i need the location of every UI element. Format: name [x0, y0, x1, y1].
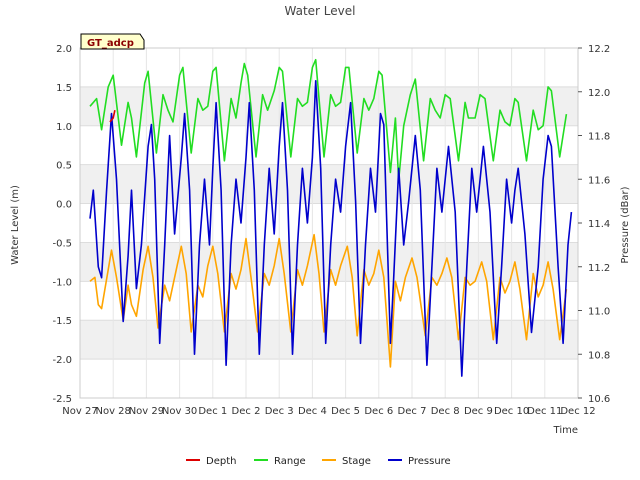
x-tick-label: Dec 8	[431, 406, 460, 417]
left-axis-ticks: 2.0 1.5 1.0 0.5 0.0 -0.5 -1.0 -1.5 -2.0 -2.5	[52, 44, 72, 405]
legend-label-pressure: Pressure	[408, 456, 451, 467]
series-line-depth	[109, 110, 116, 123]
background-band	[80, 164, 578, 204]
x-tick-label: Dec 10	[494, 406, 529, 417]
annotation-box: GT_adcp	[80, 33, 145, 50]
x-tick-label: Nov 28	[95, 406, 130, 417]
legend-label-stage: Stage	[342, 456, 371, 467]
right-tick-label: 12.0	[588, 88, 610, 99]
x-tick-label: Dec 12	[560, 406, 595, 417]
series-layer	[89, 58, 573, 377]
left-tick-label: -2.5	[52, 394, 72, 405]
x-tick-label: Dec 2	[232, 406, 261, 417]
chart-title: Water Level	[285, 4, 356, 18]
left-tick-label: 1.5	[56, 83, 72, 94]
x-tick-label: Nov 27	[62, 406, 97, 417]
right-tick-label: 11.4	[588, 219, 610, 230]
annotation-label: GT_adcp	[87, 38, 134, 49]
background-band	[80, 320, 578, 360]
x-axis-title: Time	[553, 425, 578, 436]
x-tick-label: Dec 4	[298, 406, 327, 417]
right-axis-ticks: 12.2 12.0 11.8 11.6 11.4 11.2 11.0 10.8 10.6	[578, 44, 610, 405]
left-tick-label: -2.0	[52, 355, 72, 366]
series-line-range	[89, 58, 568, 181]
right-tick-label: 11.0	[588, 307, 610, 318]
left-tick-label: 0.0	[56, 200, 72, 211]
annotation-box-shape	[80, 33, 145, 50]
legend-label-range: Range	[274, 456, 306, 467]
legend-label-depth: Depth	[206, 456, 236, 467]
x-tick-label: Dec 6	[364, 406, 393, 417]
right-tick-label: 12.2	[588, 44, 610, 55]
series-line-pressure	[89, 80, 573, 377]
x-tick-label: Dec 9	[464, 406, 493, 417]
right-tick-label: 11.2	[588, 263, 610, 274]
x-tick-label: Dec 3	[265, 406, 294, 417]
right-tick-label: 10.6	[588, 394, 610, 405]
left-tick-label: -1.0	[52, 277, 72, 288]
x-tick-label: Nov 29	[129, 406, 164, 417]
x-tick-label: Dec 5	[331, 406, 360, 417]
right-axis-title: Pressure (dBar)	[620, 186, 631, 263]
right-tick-label: 11.8	[588, 132, 610, 143]
x-tick-label: Nov 30	[162, 406, 197, 417]
x-tick-label: Dec 1	[198, 406, 227, 417]
right-tick-label: 10.8	[588, 350, 610, 361]
x-tick-label: Dec 11	[527, 406, 562, 417]
left-tick-label: 0.5	[56, 161, 72, 172]
right-tick-label: 11.6	[588, 175, 610, 186]
x-tick-label: Dec 7	[398, 406, 427, 417]
left-tick-label: -1.5	[52, 316, 72, 327]
left-axis-title: Water Level (m)	[10, 185, 21, 265]
legend: Depth Range Stage Pressure	[186, 456, 451, 467]
left-tick-label: 1.0	[56, 122, 72, 133]
left-tick-label: 2.0	[56, 44, 72, 55]
left-tick-label: -0.5	[52, 238, 72, 249]
